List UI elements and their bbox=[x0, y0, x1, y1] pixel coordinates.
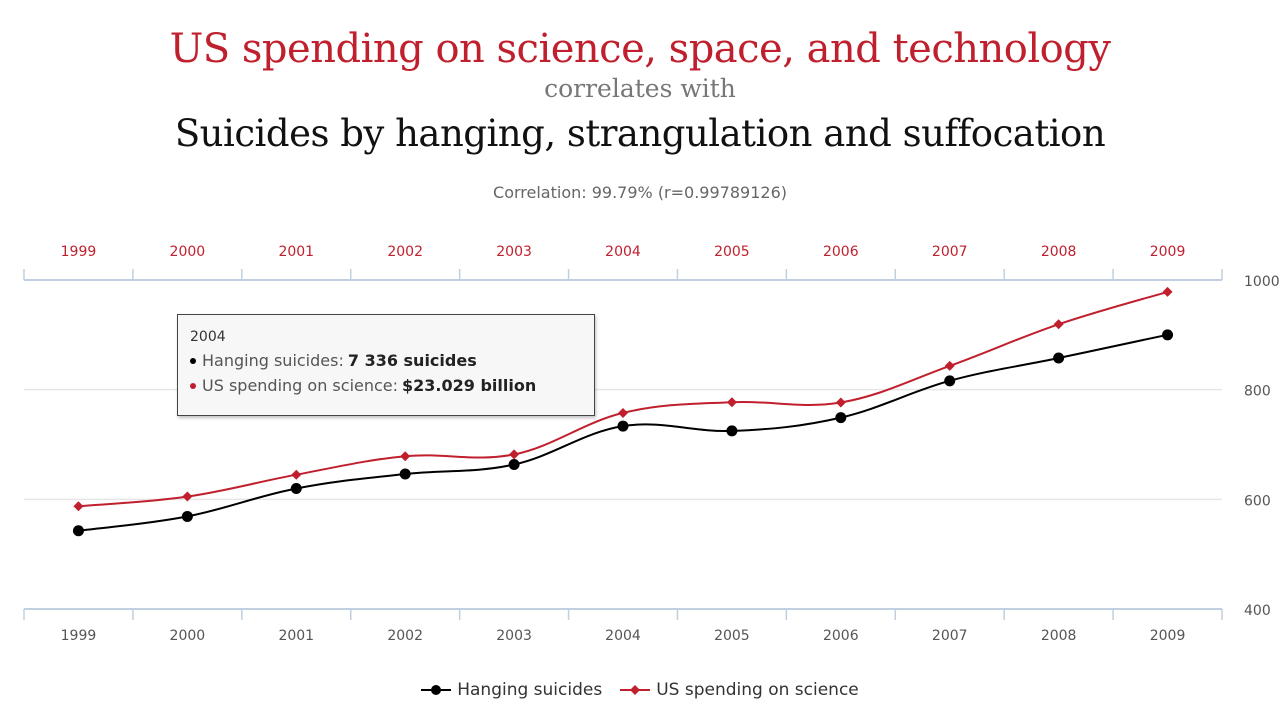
right-axis-tick-label: 400 bbox=[1244, 603, 1271, 619]
data-point-spending[interactable] bbox=[1162, 286, 1173, 297]
data-point-suicides[interactable] bbox=[617, 420, 629, 432]
data-point-spending[interactable] bbox=[618, 407, 628, 418]
top-axis-tick-label: 2005 bbox=[714, 244, 750, 260]
data-point-spending[interactable] bbox=[182, 491, 193, 502]
data-point-suicides[interactable] bbox=[72, 525, 84, 537]
top-axis-tick-label: 2008 bbox=[1041, 244, 1077, 260]
right-axis-tick-label: 600 bbox=[1244, 493, 1271, 509]
bottom-axis-tick-label: 2005 bbox=[714, 628, 750, 644]
bottom-axis-tick-label: 2007 bbox=[932, 628, 968, 644]
data-point-suicides[interactable] bbox=[399, 468, 411, 480]
data-point-spending[interactable] bbox=[835, 397, 846, 408]
data-point-spending[interactable] bbox=[509, 449, 520, 460]
chart-tooltip: 2004 Hanging suicides: 7 336 suicides US… bbox=[177, 314, 595, 416]
data-point-suicides[interactable] bbox=[944, 375, 956, 387]
bottom-axis-tick-label: 2006 bbox=[823, 628, 859, 644]
bottom-axis-tick-label: 1999 bbox=[61, 628, 97, 644]
top-axis-tick-label: 1999 bbox=[61, 244, 97, 260]
tooltip-dot-spending bbox=[190, 382, 196, 389]
data-point-suicides[interactable] bbox=[290, 482, 302, 494]
top-axis-tick-label: 2007 bbox=[932, 244, 968, 260]
data-point-suicides[interactable] bbox=[1162, 329, 1174, 341]
data-point-suicides[interactable] bbox=[835, 412, 847, 424]
chart-subtitle: correlates with bbox=[544, 74, 736, 103]
tooltip-value-suicides: 7 336 suicides bbox=[347, 351, 477, 370]
tooltip-dot-suicides bbox=[190, 357, 196, 364]
top-axis-tick-label: 2006 bbox=[823, 244, 859, 260]
legend-swatch-spending bbox=[620, 685, 651, 695]
data-point-spending[interactable] bbox=[291, 469, 302, 480]
data-point-spending[interactable] bbox=[1053, 319, 1064, 330]
legend-label-spending: US spending on science bbox=[656, 680, 859, 700]
legend-swatch-suicides bbox=[421, 685, 452, 695]
tooltip-label-spending: US spending on science: bbox=[202, 376, 399, 395]
data-point-spending[interactable] bbox=[73, 501, 84, 512]
chart-title-secondary: Suicides by hanging, strangulation and s… bbox=[174, 112, 1106, 155]
bottom-axis-tick-label: 2000 bbox=[170, 628, 206, 644]
bottom-axis-tick-label: 2009 bbox=[1150, 628, 1186, 644]
bottom-axis-tick-label: 2004 bbox=[605, 628, 641, 644]
right-axis-tick-label: 1000 bbox=[1244, 274, 1280, 290]
top-axis-tick-label: 2003 bbox=[496, 244, 532, 260]
data-point-spending[interactable] bbox=[726, 397, 737, 408]
tooltip-value-spending: $23.029 billion bbox=[402, 376, 537, 395]
tooltip-label-suicides: Hanging suicides: bbox=[202, 351, 344, 370]
legend-item-suicides[interactable]: Hanging suicides bbox=[421, 680, 602, 700]
chart-title: US spending on science, space, and techn… bbox=[169, 26, 1111, 72]
axes: 1000 800 600 400 1999 1999 2000 2000 2001 2001 200… bbox=[23, 244, 1280, 644]
data-point-suicides[interactable] bbox=[1053, 352, 1065, 364]
top-axis-tick-label: 2002 bbox=[387, 244, 423, 260]
legend-label-suicides: Hanging suicides bbox=[457, 680, 603, 700]
bottom-axis-tick-label: 2001 bbox=[278, 628, 314, 644]
top-axis-tick-label: 2001 bbox=[278, 244, 314, 260]
series-markers[interactable] bbox=[72, 286, 1174, 537]
bottom-axis-tick-label: 2002 bbox=[387, 628, 423, 644]
bottom-axis-tick-label: 2003 bbox=[496, 628, 532, 644]
top-axis-tick-label: 2000 bbox=[170, 244, 206, 260]
data-point-spending[interactable] bbox=[944, 360, 955, 371]
bottom-axis-tick-label: 2008 bbox=[1041, 628, 1077, 644]
top-axis-tick-label: 2009 bbox=[1150, 244, 1186, 260]
correlation-text: Correlation: 99.79% (r=0.99789126) bbox=[493, 183, 787, 202]
data-point-spending[interactable] bbox=[400, 451, 411, 462]
chart-legend: Hanging suicides US spending on science bbox=[0, 680, 1280, 700]
data-point-suicides[interactable] bbox=[726, 425, 738, 437]
right-axis-tick-label: 800 bbox=[1244, 384, 1271, 400]
tooltip-row-suicides: Hanging suicides: 7 336 suicides bbox=[190, 348, 582, 373]
data-point-suicides[interactable] bbox=[508, 459, 520, 471]
tooltip-year: 2004 bbox=[190, 329, 226, 345]
data-point-suicides[interactable] bbox=[181, 510, 193, 522]
tooltip-row-spending: US spending on science: $23.029 billion bbox=[190, 373, 582, 398]
top-axis-tick-label: 2004 bbox=[605, 244, 641, 260]
legend-item-spending[interactable]: US spending on science bbox=[620, 680, 859, 700]
